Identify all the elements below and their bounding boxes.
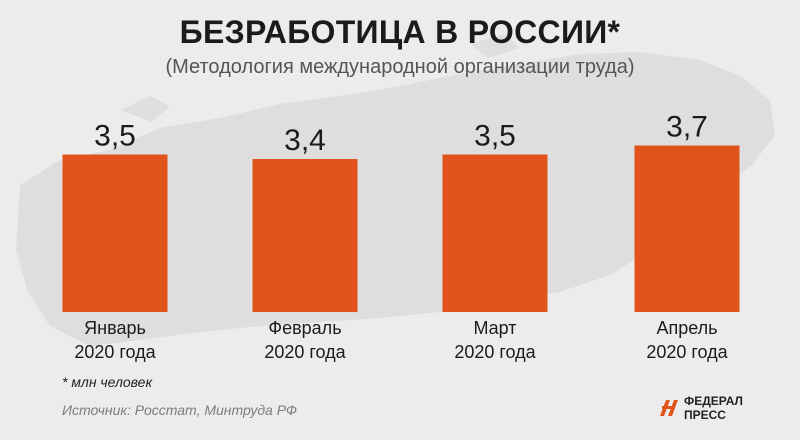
chart-subtitle: (Методология международной организации т… xyxy=(165,56,635,78)
category-label-1-line-2: 2020 года xyxy=(74,342,156,362)
category-label-3-line-1: Март xyxy=(473,318,516,338)
category-label-2-line-1: Февраль xyxy=(268,318,341,338)
category-label-2-line-2: 2020 года xyxy=(264,342,346,362)
value-label-2: 3,4 xyxy=(284,124,326,157)
fp-logo-line1: ФЕДЕРАЛ xyxy=(684,394,743,408)
fp-logo-line2: ПРЕСС xyxy=(684,408,726,422)
bar-1 xyxy=(62,154,168,312)
category-label-1-line-1: Январь xyxy=(84,318,146,338)
value-label-3: 3,5 xyxy=(474,120,516,153)
bar-4 xyxy=(634,145,740,312)
value-label-1: 3,5 xyxy=(94,120,136,153)
category-label-4-line-1: Апрель xyxy=(656,318,717,338)
fp-logo-text: ФЕДЕРАЛ ПРЕСС xyxy=(684,394,743,422)
category-label-4-line-2: 2020 года xyxy=(646,342,728,362)
unit-footnote: * млн человек xyxy=(62,374,153,390)
bar-2 xyxy=(252,159,358,312)
fp-logo-icon xyxy=(660,400,678,416)
chart-title: БЕЗРАБОТИЦА В РОССИИ* xyxy=(179,14,621,50)
value-label-4: 3,7 xyxy=(666,111,708,144)
bar-3 xyxy=(442,154,548,312)
category-label-3-line-2: 2020 года xyxy=(454,342,536,362)
source-note: Источник: Росстат, Минтруда РФ xyxy=(62,402,298,418)
fp-logo: ФЕДЕРАЛ ПРЕСС xyxy=(658,394,748,424)
